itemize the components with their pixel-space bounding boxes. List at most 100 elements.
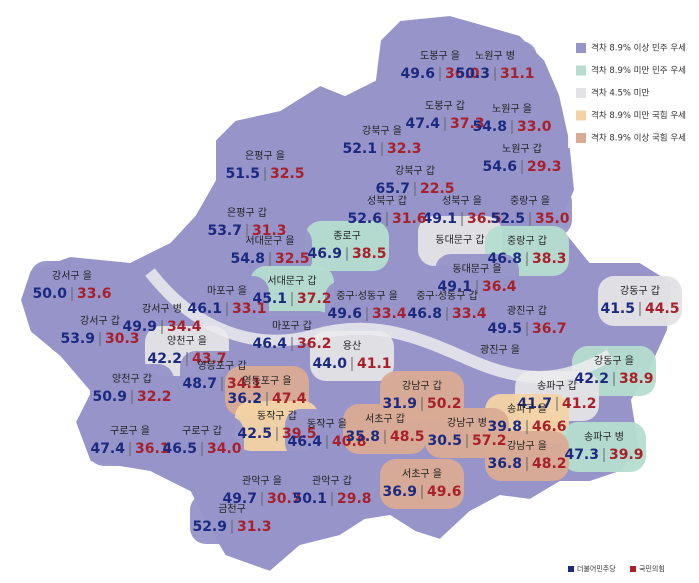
ppp-share: 36.2 [297, 336, 332, 352]
district-name: 노원구 갑 [502, 143, 542, 155]
democratic-share: 65.7 [375, 181, 410, 197]
ppp-share: 38.3 [532, 251, 567, 267]
democratic-share: 49.7 [222, 491, 257, 507]
democratic-share: 50.1 [292, 491, 327, 507]
district-name: 관악구 을 [242, 475, 282, 487]
democratic-share: 41.5 [600, 301, 635, 317]
ppp-share: 44.5 [645, 301, 680, 317]
democratic-share: 53.9 [60, 331, 95, 347]
district-area [185, 276, 269, 326]
ppp-share: 38.9 [619, 371, 654, 387]
ppp-share: 57.2 [472, 433, 507, 449]
district-name: 강북구 갑 [395, 165, 435, 177]
party-label: 국민의힘 [639, 564, 665, 573]
district-area [228, 226, 312, 276]
ppp-share: 43.7 [192, 351, 227, 367]
legend-label: 격차 8.9% 이상 국힘 우세 [591, 133, 686, 144]
democratic-share: 46.4 [252, 336, 287, 352]
district-name: 강서구 병 [142, 303, 182, 315]
democratic-share: 45.1 [252, 291, 287, 307]
district-name: 강동구 을 [594, 355, 634, 367]
district-area [343, 404, 427, 454]
legend-label: 격차 8.9% 이상 민주 우세 [591, 43, 686, 54]
ppp-share: 22.5 [420, 181, 455, 197]
democratic-share: 49.5 [487, 321, 522, 337]
district-name: 도봉구 을 [420, 50, 460, 62]
democratic-share: 47.4 [90, 441, 125, 457]
district-name: 도봉구 갑 [425, 100, 465, 112]
party-legend: 더불어민주당 국민의힘 [568, 564, 665, 573]
district-name: 은평구 을 [245, 150, 285, 162]
district-area [453, 41, 537, 91]
district-area [403, 91, 487, 141]
legend-swatch [576, 43, 586, 53]
legend-label: 격차 8.9% 미만 국힘 우세 [591, 110, 686, 121]
ppp-share: 32.3 [387, 141, 422, 157]
district-name: 강서구 을 [52, 270, 92, 282]
district-name: 송파구 병 [584, 431, 624, 443]
district-name: 구로구 을 [110, 425, 150, 437]
ppp-share: 29.3 [527, 159, 562, 175]
district-area [160, 416, 244, 466]
democratic-share: 31.9 [382, 396, 417, 412]
district-labels: 도봉구 을 49.6 36.0 노원구 병 50.3 31.1 도봉구 갑 47.4 37.3 노… [32, 50, 679, 535]
district-name: 강북구 을 [362, 125, 402, 137]
district-area [305, 221, 389, 271]
democratic-share: 49.1 [422, 211, 457, 227]
democratic-share: 36.9 [382, 484, 417, 500]
democratic-share: 39.8 [487, 419, 522, 435]
district-area [90, 364, 174, 414]
district-area [418, 216, 502, 266]
district-name: 영등포구 갑 [197, 360, 246, 372]
legend-swatch [576, 65, 586, 76]
ppp-share: 39.9 [609, 447, 644, 463]
democratic-share: 49.1 [437, 279, 472, 295]
democratic-share: 49.9 [122, 319, 157, 335]
district-name: 종로구 [333, 230, 361, 242]
district-name: 마포구 을 [207, 285, 247, 297]
district-name: 중구·성동구 갑 [416, 290, 478, 302]
ppp-share: 31.6 [392, 211, 427, 227]
democratic-share: 35.8 [345, 429, 380, 445]
ppp-share: 39.5 [282, 426, 317, 442]
ppp-share: 34.4 [167, 319, 202, 335]
democratic-share: 42.5 [237, 426, 272, 442]
legend-label: 격차 4.5% 미만 [591, 88, 649, 99]
democratic-share: 47.3 [564, 447, 599, 463]
democratic-share: 46.8 [407, 306, 442, 322]
district-name: 구로구 갑 [182, 425, 222, 437]
ppp-share: 32.2 [137, 389, 172, 405]
democratic-share: 51.5 [225, 166, 260, 182]
district-name: 노원구 병 [475, 50, 515, 62]
ppp-share: 37.3 [450, 116, 485, 132]
party-label: 더불어민주당 [577, 564, 616, 573]
district-name: 강서구 갑 [80, 315, 120, 327]
district-area [470, 94, 554, 144]
democratic-share: 52.9 [192, 519, 227, 535]
district-name: 중구·성동구 을 [336, 290, 398, 302]
ppp-share: 41.2 [562, 396, 597, 412]
district-name: 관악구 갑 [312, 475, 352, 487]
ppp-share: 38.5 [352, 246, 387, 262]
district-name: 광진구 을 [480, 344, 520, 356]
district-area [250, 266, 334, 316]
district-name: 동대문구 을 [452, 263, 501, 275]
district-area [480, 134, 564, 184]
district-name: 양천구 갑 [112, 373, 152, 385]
democratic-share: 49.6 [327, 306, 362, 322]
district-area [340, 116, 424, 166]
democratic-share: 46.1 [187, 301, 222, 317]
district-name: 마포구 갑 [272, 320, 312, 332]
district-area [310, 331, 394, 381]
district-name: 강남구 병 [447, 417, 487, 429]
democratic-share: 52.5 [490, 211, 525, 227]
district-area [58, 306, 142, 356]
district-area [405, 281, 489, 331]
district-name: 동작구 갑 [257, 410, 297, 422]
district-name: 은평구 갑 [227, 207, 267, 219]
ppp-share: 33.0 [517, 119, 552, 135]
ppp-share: 36.7 [532, 321, 567, 337]
district-name: 노원구 을 [492, 103, 532, 115]
democratic-share: 41.7 [517, 396, 552, 412]
ppp-share: 30.3 [105, 331, 140, 347]
